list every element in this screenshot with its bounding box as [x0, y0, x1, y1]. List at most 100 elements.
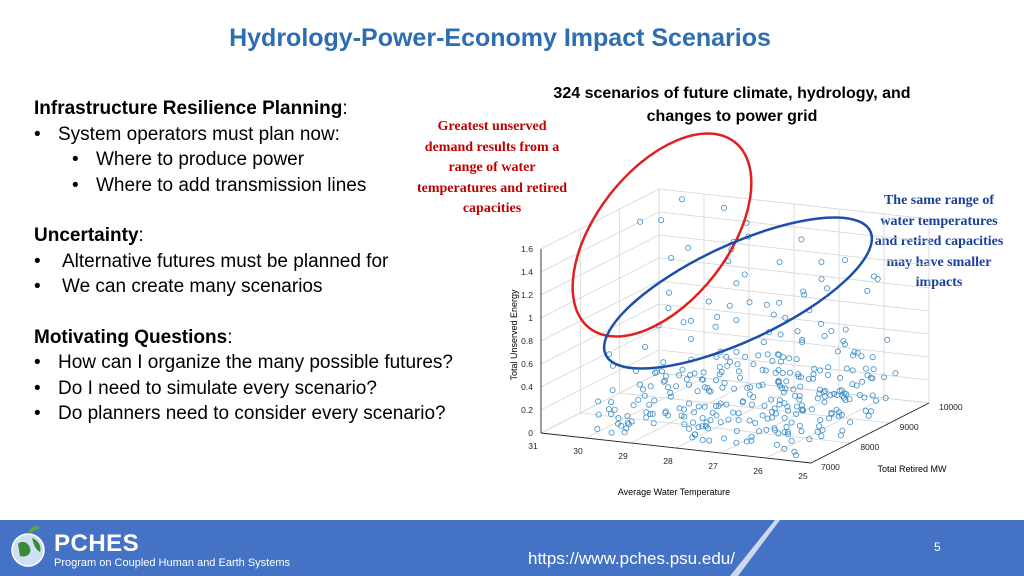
grid-line: [630, 382, 750, 444]
scatter-point: [660, 359, 667, 366]
scatter-point: [816, 386, 823, 393]
scatter-point: [795, 371, 802, 378]
logo-name: PCHES: [54, 530, 140, 557]
scatter-point: [691, 370, 698, 377]
scatter-point: [691, 409, 698, 416]
scatter-point: [833, 406, 840, 413]
scatter-point: [786, 355, 793, 362]
scatter-point: [727, 358, 734, 365]
scatter-point: [776, 258, 783, 265]
red-annotation: Greatest unserved demand results from a …: [416, 119, 568, 216]
scatter-point: [735, 410, 742, 417]
scatter-point: [773, 410, 780, 417]
scatter-point: [799, 406, 806, 413]
scatter-point: [714, 313, 721, 320]
scatter-point: [699, 436, 706, 443]
scatter-point: [685, 425, 692, 432]
plot-title: 324 scenarios of future climate, hydrolo…: [553, 85, 911, 125]
scatter-point: [746, 299, 753, 306]
scatter-point: [699, 415, 706, 422]
scatter-point: [621, 429, 628, 436]
scatter-point: [864, 372, 871, 379]
scatter-point: [658, 217, 665, 224]
scatter-point: [817, 367, 824, 374]
scatter-point: [842, 257, 849, 264]
scatter-point: [676, 405, 683, 412]
scatter-point: [679, 366, 686, 373]
scatter-point: [730, 409, 737, 416]
scatter-point: [814, 428, 821, 435]
scatter-point: [635, 396, 642, 403]
scatter-point: [724, 362, 731, 369]
scatter-point: [805, 376, 812, 383]
scatter-point: [760, 339, 767, 346]
scatter-point: [818, 320, 825, 327]
grid-line: [675, 387, 795, 449]
scatter-point: [759, 366, 766, 373]
scatter-point: [733, 427, 740, 434]
scatter-point: [853, 382, 860, 389]
scatter-point: [834, 392, 841, 399]
scatter-point: [783, 378, 790, 385]
scatter-point: [611, 406, 618, 413]
scatter-point: [838, 411, 845, 418]
scatter-point: [707, 417, 714, 424]
section-uncertainty: Uncertainty:: [34, 225, 144, 246]
scatter-point: [856, 391, 863, 398]
scatter-point: [701, 403, 708, 410]
scatter-point: [640, 386, 647, 393]
sub-bullet-item: Where to add transmission lines: [34, 173, 504, 199]
scatter-point: [676, 372, 683, 379]
scatter-point: [775, 379, 782, 386]
grid-line: [540, 188, 660, 250]
scatter-point: [755, 382, 762, 389]
scatter-point: [686, 381, 693, 388]
scatter-point: [784, 428, 791, 435]
grid-line: [540, 280, 660, 342]
footer-url[interactable]: https://www.pches.psu.edu/: [528, 549, 735, 568]
grid-line: [720, 392, 840, 454]
scatter-point: [769, 414, 776, 421]
scatter-point: [775, 351, 782, 358]
scatter-point: [810, 371, 817, 378]
scatter-point: [809, 375, 816, 382]
scatter-point: [816, 423, 823, 430]
scatter-point: [781, 414, 788, 421]
scatter-point: [776, 397, 783, 404]
scatter-point: [840, 338, 847, 345]
scatter-point: [687, 317, 694, 324]
scatter-point: [842, 397, 849, 404]
scatter-point: [801, 291, 808, 298]
scatter-point: [775, 430, 782, 437]
scatter-point: [774, 351, 781, 358]
scatter-point: [717, 400, 724, 407]
red-ellipse: [571, 132, 753, 338]
x-tick-label: 31: [528, 441, 538, 451]
scatter-point: [716, 363, 723, 370]
scatter-point: [892, 370, 899, 377]
scatter-point: [713, 403, 720, 410]
scatter-point: [800, 288, 807, 295]
scatter-point: [695, 403, 702, 410]
plot-points: [594, 196, 899, 459]
scatter-point: [842, 326, 849, 333]
scatter-point: [647, 383, 654, 390]
scatter-point: [688, 335, 695, 342]
scatter-point: [861, 394, 868, 401]
scatter-point: [713, 377, 720, 384]
scatter-point: [818, 275, 825, 282]
bullet-item: Do planners need to consider every scena…: [34, 401, 504, 427]
scatter-point: [884, 336, 891, 343]
scatter-point: [818, 433, 825, 440]
scatter-point: [686, 400, 693, 407]
scatter-point: [808, 406, 815, 413]
scatter-point: [733, 317, 740, 324]
scatter-point: [769, 408, 776, 415]
scatter-point: [814, 395, 821, 402]
scatter-point: [678, 412, 685, 419]
scatter-point: [681, 406, 688, 413]
y-tick-label: 7000: [821, 462, 840, 472]
scatter-point: [699, 376, 706, 383]
scatter-point: [779, 369, 786, 376]
scatter-point: [841, 341, 848, 348]
